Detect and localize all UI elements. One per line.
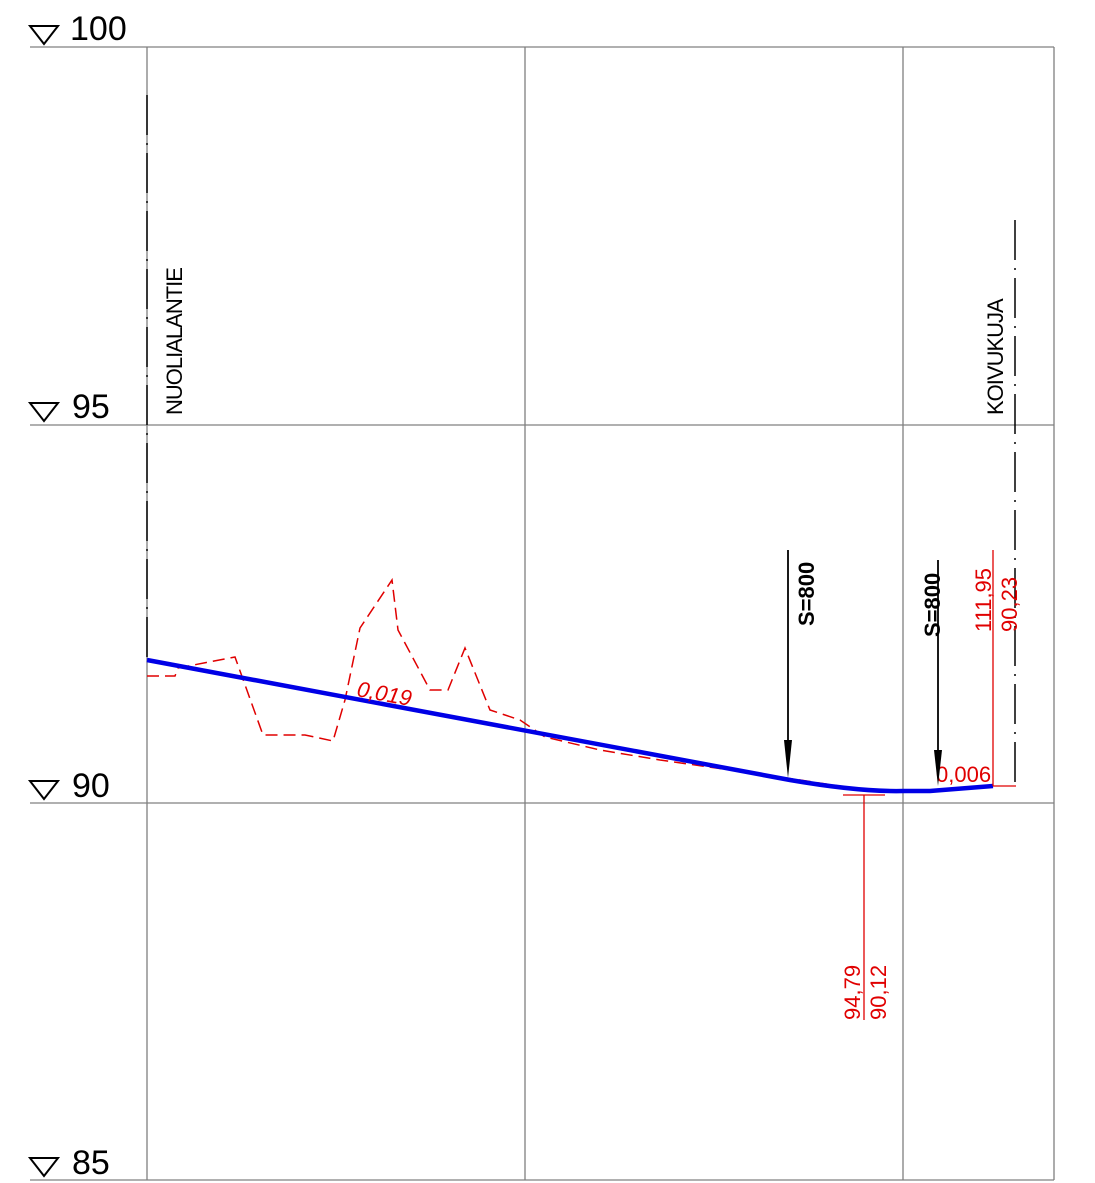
level-marker-90: 90: [27, 767, 110, 805]
arrow-down-icon: [784, 740, 792, 778]
level-label-90: 90: [72, 767, 110, 805]
slope-label-second: 0,006: [936, 762, 991, 787]
level-marker-95: 95: [27, 388, 110, 426]
level-label-100: 100: [70, 10, 127, 48]
triangle-icon: [27, 402, 61, 423]
level-label-85: 85: [72, 1144, 110, 1182]
design-profile-line: [146, 657, 994, 794]
end-point-annotation: 111,95 90,23: [971, 550, 1022, 787]
triangle-icon: [27, 25, 61, 46]
end-point-station: 111,95: [971, 568, 996, 632]
vertical-curve-marker-1: S=800: [784, 550, 819, 778]
level-marker-85: 85: [27, 1144, 110, 1182]
curve-radius-label-1: S=800: [794, 562, 819, 626]
vertical-curve-marker-2: S=800: [920, 560, 945, 786]
street-label-right: KOIVUKUJA: [983, 298, 1008, 415]
grid: [30, 46, 1055, 1181]
triangle-icon: [27, 1157, 61, 1178]
curve-radius-label-2: S=800: [920, 573, 945, 637]
end-point-elevation: 90,23: [997, 577, 1022, 632]
low-point-elevation: 90,12: [866, 965, 891, 1020]
low-point-annotation: 94,79 90,12: [840, 794, 891, 1020]
triangle-icon: [27, 780, 61, 801]
arrow-down-icon: [934, 750, 942, 786]
level-label-95: 95: [72, 388, 110, 426]
slope-label-first: 0,019: [355, 676, 414, 711]
street-label-left: NUOLIALANTIE: [162, 268, 187, 415]
existing-ground-line: [147, 577, 866, 791]
low-point-station: 94,79: [840, 965, 865, 1020]
level-marker-100: 100: [27, 10, 127, 48]
